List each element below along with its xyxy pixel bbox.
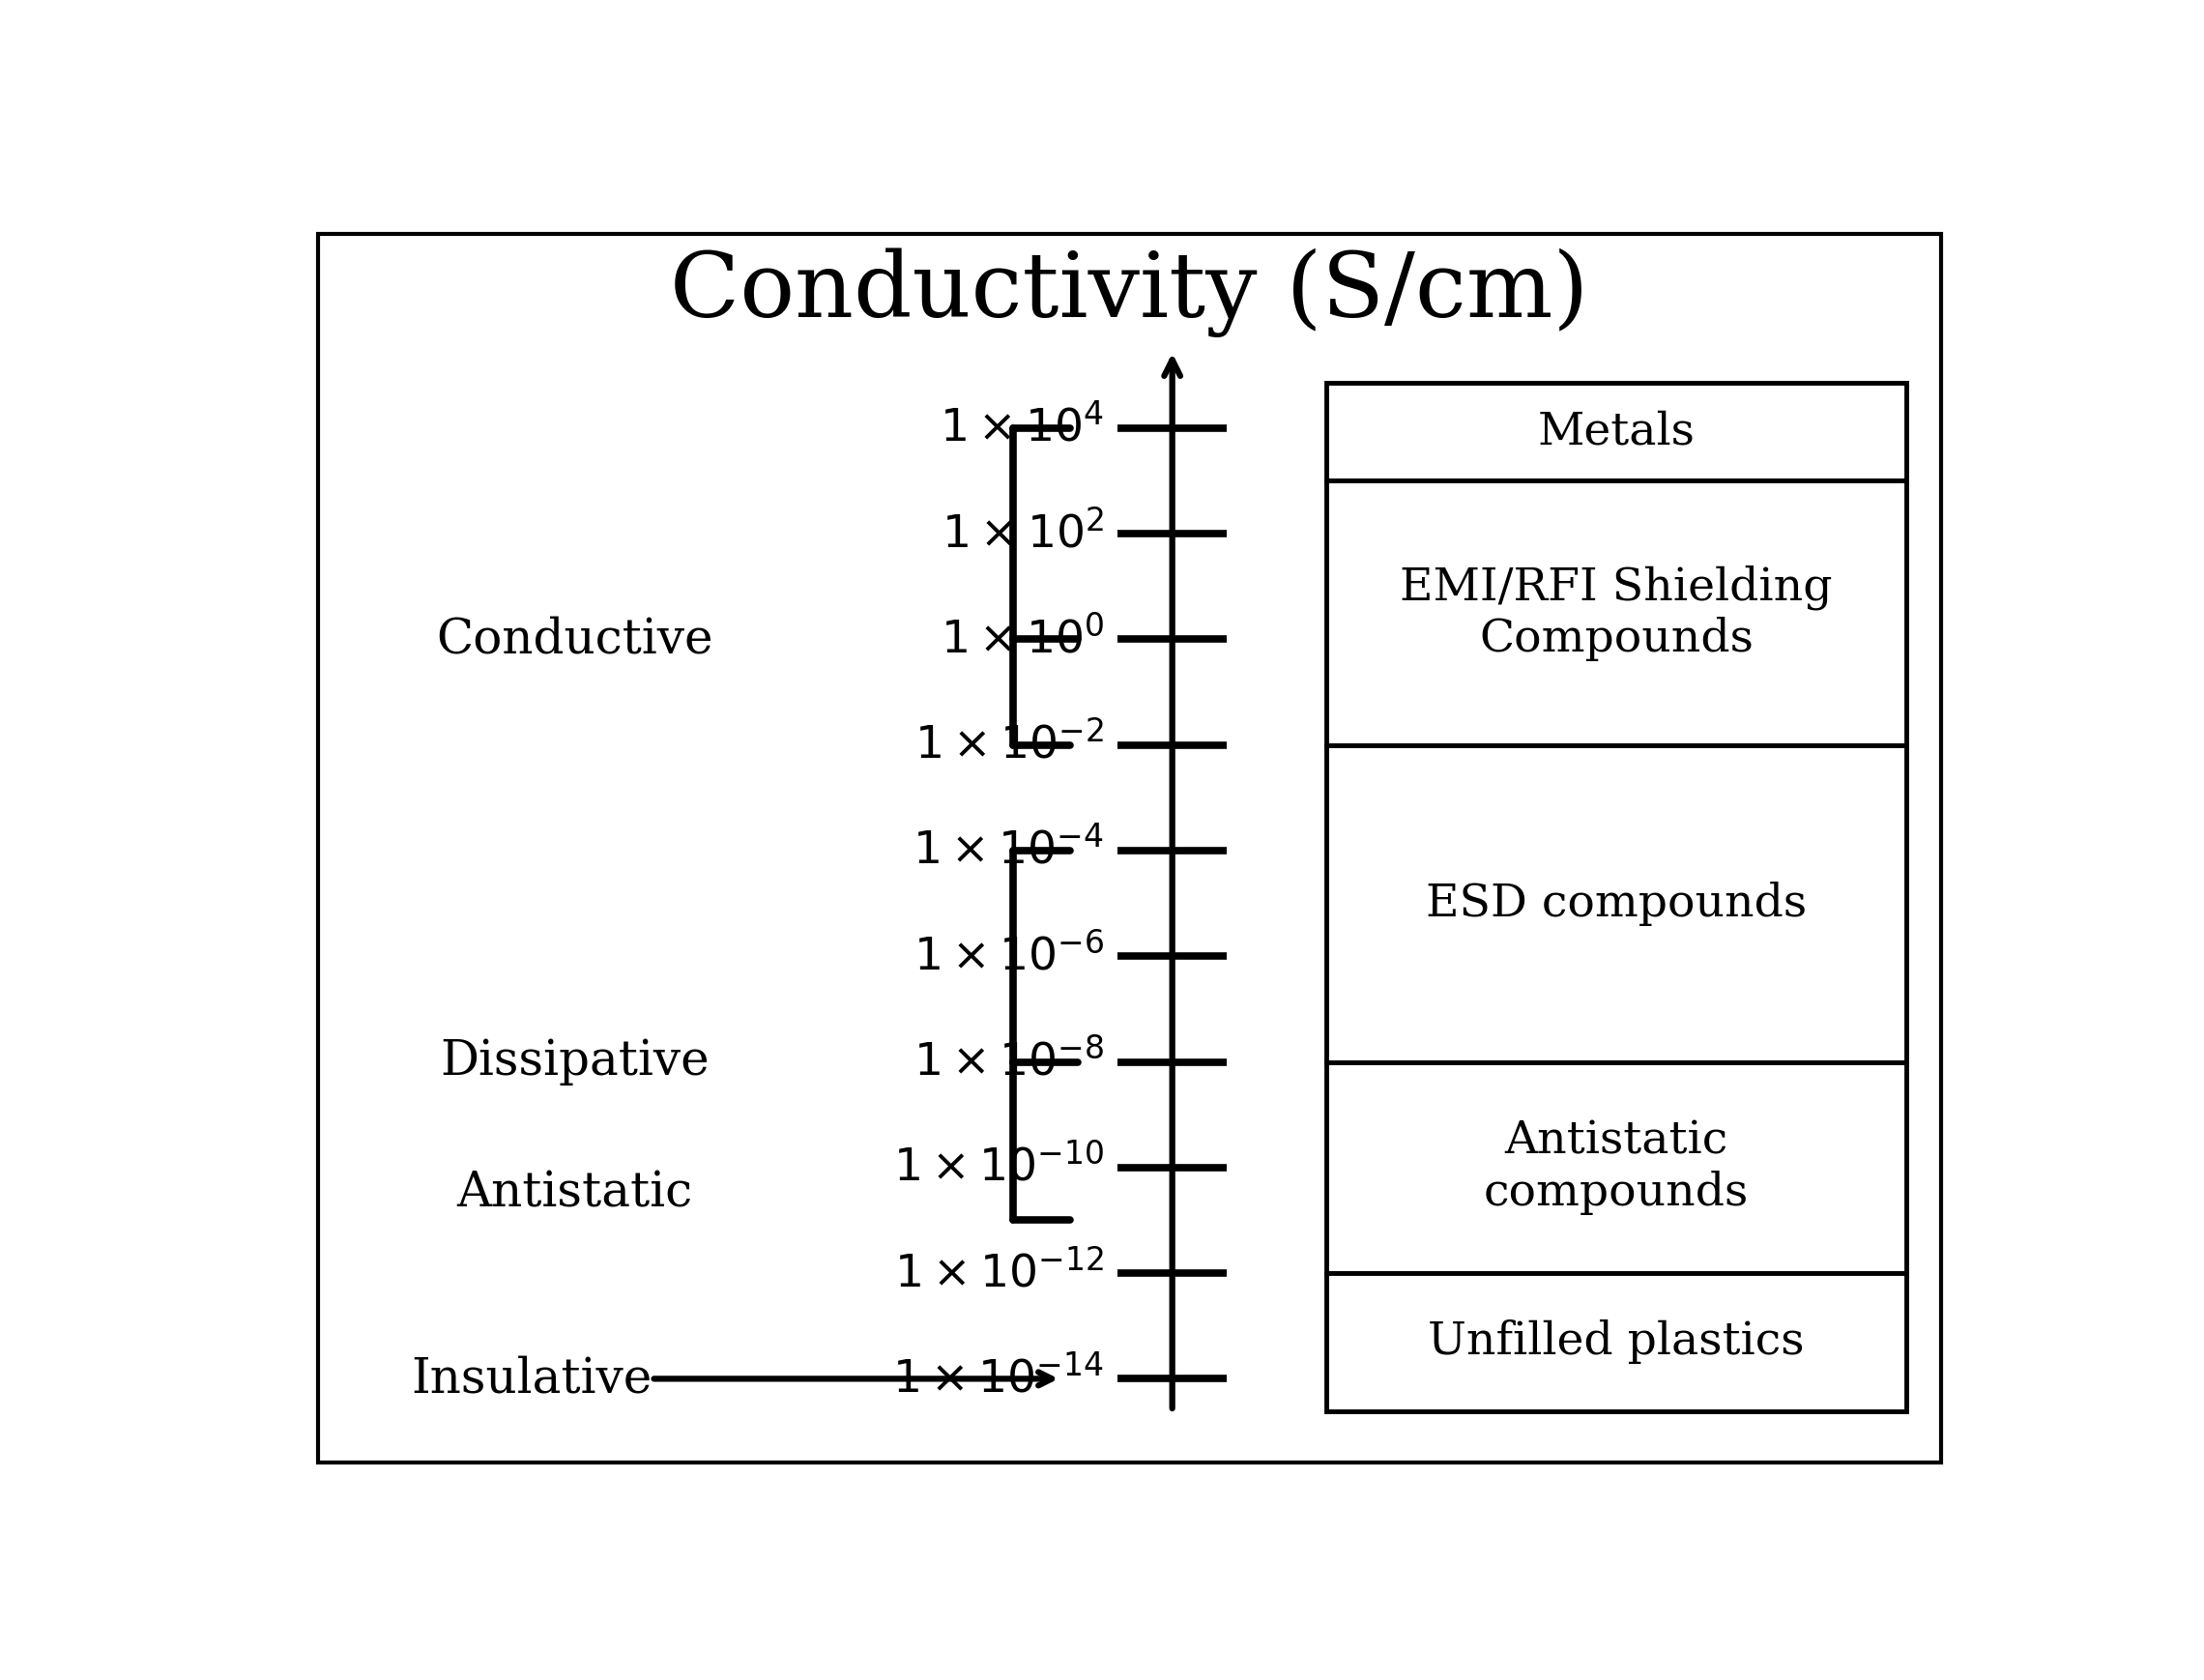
Text: Antistatic
compounds: Antistatic compounds: [1483, 1121, 1750, 1215]
Bar: [1327, 1062, 1906, 1273]
Text: EMI/RFI Shielding
Compounds: EMI/RFI Shielding Compounds: [1400, 564, 1834, 660]
Text: Dissipative: Dissipative: [439, 1038, 710, 1085]
Text: Antistatic: Antistatic: [456, 1169, 692, 1218]
Text: $1 \times 10^{-2}$: $1 \times 10^{-2}$: [915, 722, 1104, 768]
Text: Conductivity (S/cm): Conductivity (S/cm): [670, 247, 1589, 338]
Bar: [1327, 480, 1906, 744]
Text: Insulative: Insulative: [412, 1354, 652, 1403]
Bar: [1327, 383, 1906, 480]
Text: $1 \times 10^{-14}$: $1 \times 10^{-14}$: [893, 1356, 1104, 1401]
Text: $1 \times 10^{-4}$: $1 \times 10^{-4}$: [912, 828, 1104, 874]
Text: Metals: Metals: [1538, 410, 1695, 454]
Text: ESD compounds: ESD compounds: [1426, 880, 1807, 926]
Text: $1 \times 10^{0}$: $1 \times 10^{0}$: [941, 617, 1104, 662]
Text: $1 \times 10^{4}$: $1 \times 10^{4}$: [939, 405, 1104, 450]
Text: $1 \times 10^{2}$: $1 \times 10^{2}$: [941, 511, 1104, 556]
Text: Conductive: Conductive: [436, 615, 712, 664]
Text: $1 \times 10^{-6}$: $1 \times 10^{-6}$: [912, 934, 1104, 979]
Text: $1 \times 10^{-12}$: $1 \times 10^{-12}$: [895, 1250, 1104, 1295]
Text: Unfilled plastics: Unfilled plastics: [1428, 1320, 1805, 1364]
Text: $1 \times 10^{-10}$: $1 \times 10^{-10}$: [893, 1144, 1104, 1189]
Text: $1 \times 10^{-8}$: $1 \times 10^{-8}$: [912, 1040, 1104, 1085]
Bar: [1327, 1273, 1906, 1411]
Bar: [1327, 744, 1906, 1062]
